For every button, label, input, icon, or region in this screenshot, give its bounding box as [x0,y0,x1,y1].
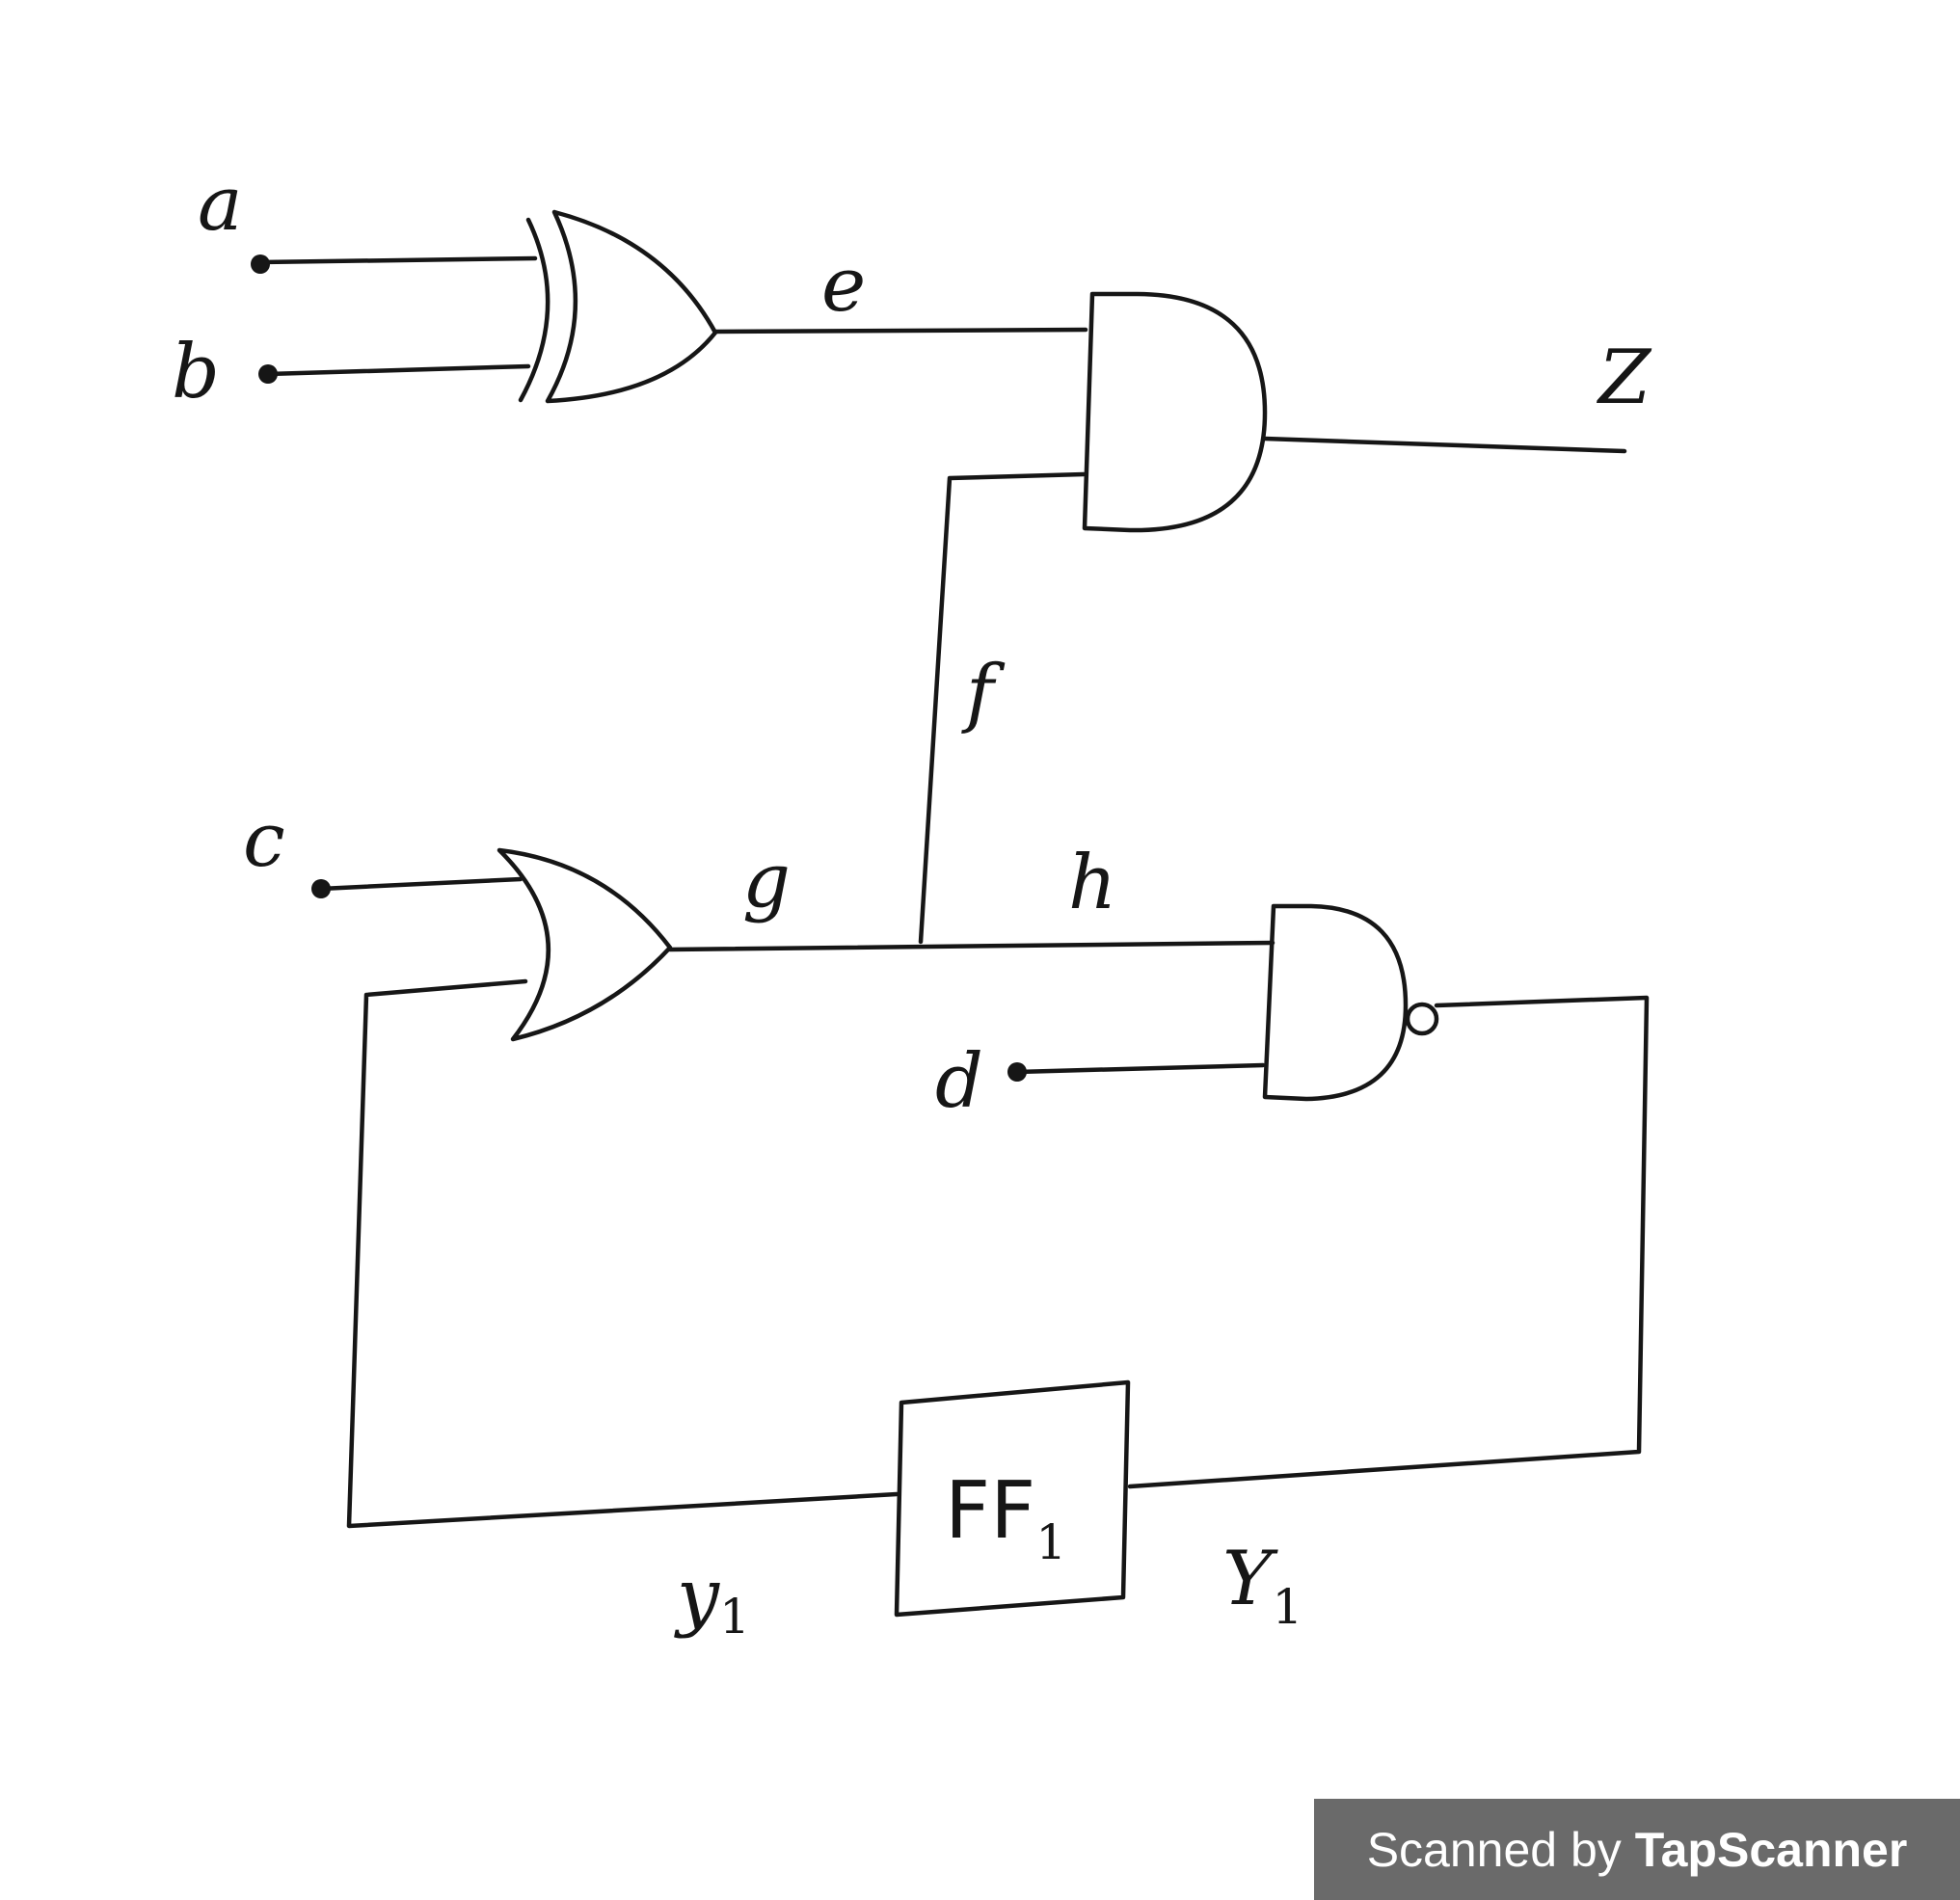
label-g: g [742,838,791,924]
label-a: a [198,161,243,248]
wire-y1 [346,978,899,1529]
flipflop-ff1 [894,1379,1131,1618]
wire-d [1014,1062,1266,1075]
wire-e [712,327,1088,335]
or-gate [497,847,673,1042]
nand-gate [1262,903,1439,1102]
wire-a [257,255,538,265]
label-y1-lower: y1 [674,1553,750,1645]
label-h: h [1068,840,1116,926]
label-e: e [821,242,866,329]
wire-c [318,876,524,892]
xor-gate [518,209,718,404]
wire-z [1262,436,1627,454]
label-f: f [961,650,1006,736]
label-Y1-upper: Y1 [1222,1536,1302,1635]
input-b-terminal [258,364,278,384]
input-d-terminal [1007,1062,1027,1082]
wire-Y1 [1127,995,1650,1489]
and-gate [1082,291,1268,533]
label-c: c [243,797,285,884]
label-ff1: FF1 [945,1465,1066,1570]
label-z: Z [1596,335,1652,421]
label-d: d [935,1038,983,1125]
wire-b [265,363,531,377]
input-a-terminal [251,254,270,274]
scanner-watermark: Scanned by TapScanner [1314,1799,1960,1900]
wire-f [918,471,1087,945]
label-b: b [172,329,220,415]
wire-g-h [667,940,1275,952]
input-c-terminal [311,879,331,898]
watermark-prefix: Scanned by [1366,1822,1622,1877]
watermark-brand: TapScanner [1634,1822,1908,1877]
